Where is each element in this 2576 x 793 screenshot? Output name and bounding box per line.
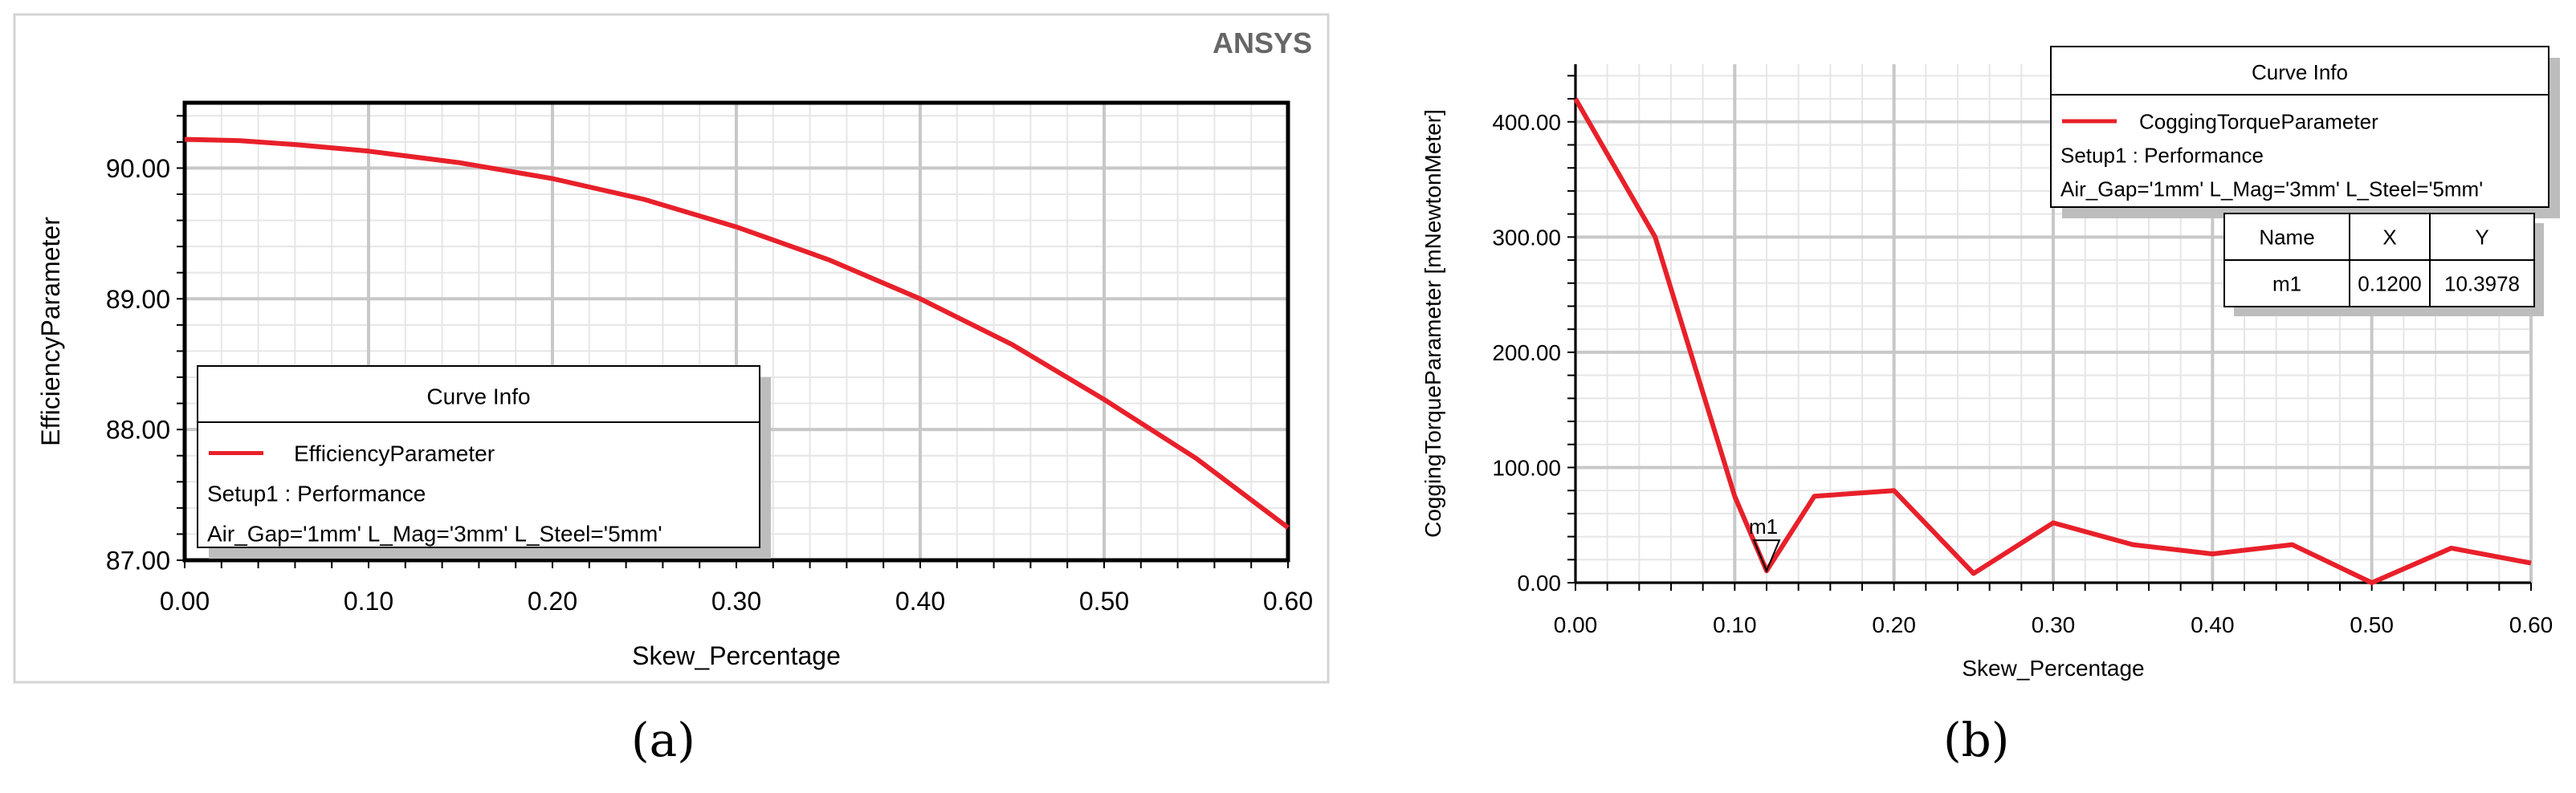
series-line-EfficiencyParameter (184, 136, 1290, 530)
legend-line: Setup1 : Performance (207, 482, 426, 506)
legend-box (2050, 46, 2550, 208)
x-tick-label: 0.00 (1554, 612, 1598, 637)
panel-b: 0.00 0.10 0.20 0.30 0.40 0.50 0.60 0.00 100.00 20… (1420, 46, 2560, 681)
y-tick-label: 88.00 (106, 416, 170, 445)
x-tick-label: 0.40 (2191, 612, 2235, 637)
x-tick-label: 0.50 (2350, 612, 2394, 637)
x-tick-label: 0.60 (1263, 587, 1313, 616)
y-tick-label: 200.00 (1492, 340, 1561, 365)
marker-table-header: X (2382, 225, 2396, 249)
plot-window-frame (13, 13, 1330, 684)
legend-line: Air_Gap='1mm' L_Mag='3mm' L_Steel='5mm' (2060, 177, 2483, 201)
marker-triangle-icon (1752, 539, 1781, 573)
legend-line: Setup1 : Performance (2060, 143, 2264, 167)
x-tick-label: 0.40 (895, 587, 945, 616)
legend-entry: CoggingTorqueParameter (2139, 109, 2378, 133)
legend-title: Curve Info (2252, 60, 2348, 84)
x-axis-title: Skew_Percentage (1962, 656, 2144, 681)
caption-a: (a) (631, 713, 695, 767)
marker-table-cell: m1 (2272, 271, 2301, 295)
x-tick-label: 0.30 (2032, 612, 2076, 637)
legend-title: Curve Info (426, 384, 530, 409)
y-tick-label: 89.00 (106, 285, 170, 314)
marker-table-cell: 0.1200 (2358, 271, 2422, 295)
x-tick-label: 0.50 (1079, 587, 1129, 616)
series-line-CoggingTorqueParameter (1573, 97, 2532, 585)
legend-line: Air_Gap='1mm' L_Mag='3mm' L_Steel='5mm' (207, 522, 662, 547)
caption-b: (b) (1943, 713, 2010, 767)
y-tick-label: 90.00 (106, 154, 170, 183)
y-tick-label: 87.00 (106, 547, 170, 575)
marker-table-header: Y (2475, 225, 2488, 249)
legend-box (197, 365, 760, 548)
x-tick-label: 0.60 (2509, 612, 2554, 637)
brand-label: ANSYS (1213, 26, 1312, 59)
panel-a: ANSYS 0.00 0.10 0.20 0.30 0.40 0.50 0.60 87.00 8… (13, 13, 1330, 684)
x-axis-title: Skew_Percentage (632, 641, 841, 670)
x-tick-label: 0.20 (1872, 612, 1916, 637)
marker-label: m1 (1749, 514, 1778, 539)
y-tick-label: 300.00 (1492, 225, 1561, 250)
x-tick-label: 0.30 (711, 587, 761, 616)
marker-table-cell: 10.3978 (2444, 271, 2520, 295)
y-axis-title: EfficiencyParameter (36, 217, 65, 446)
y-tick-label: 0.00 (1518, 571, 1562, 596)
x-tick-label: 0.00 (160, 587, 210, 616)
x-tick-label: 0.10 (1713, 612, 1757, 637)
legend-entry: EfficiencyParameter (294, 441, 495, 466)
x-tick-label: 0.10 (344, 587, 393, 616)
y-tick-label: 400.00 (1492, 110, 1561, 135)
y-axis-title: CoggingTorqueParameter [mNewtonMeter] (1420, 109, 1445, 538)
marker-table-header: Name (2259, 225, 2314, 249)
y-tick-label: 100.00 (1492, 456, 1561, 481)
x-tick-label: 0.20 (528, 587, 577, 616)
